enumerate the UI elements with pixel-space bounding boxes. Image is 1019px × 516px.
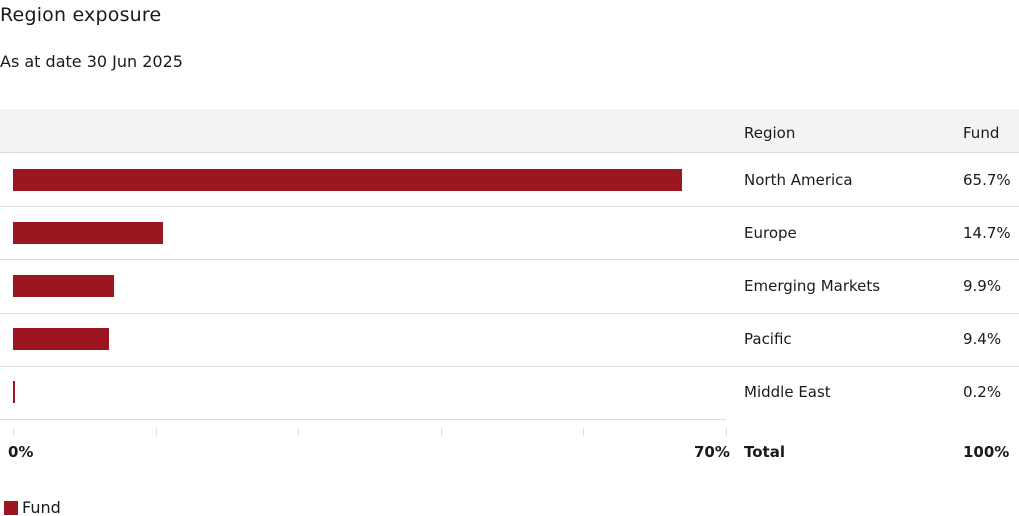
fund-value: 14.7% bbox=[963, 223, 1011, 242]
x-axis-tick bbox=[298, 428, 299, 436]
total-label: Total bbox=[744, 443, 785, 461]
fund-value: 9.4% bbox=[963, 330, 1002, 349]
legend-label-fund: Fund bbox=[22, 498, 61, 516]
fund-column-header[interactable]: Fund bbox=[963, 124, 1000, 142]
row-divider bbox=[0, 366, 1019, 367]
x-axis-tick bbox=[726, 428, 727, 436]
row-divider bbox=[0, 419, 726, 420]
table-header bbox=[0, 109, 1019, 153]
row-divider bbox=[0, 206, 1019, 207]
x-axis-tick bbox=[13, 428, 14, 436]
region-name: North America bbox=[744, 170, 853, 189]
legend-swatch-fund bbox=[4, 500, 18, 515]
bar-europe[interactable] bbox=[13, 221, 163, 244]
fund-value: 0.2% bbox=[963, 383, 1002, 402]
legend[interactable]: Fund bbox=[4, 498, 61, 516]
fund-value: 65.7% bbox=[963, 170, 1011, 189]
chart-title: Region exposure bbox=[0, 4, 162, 26]
x-tick-label-max: 70% bbox=[694, 443, 730, 461]
as-at-date: As at date 30 Jun 2025 bbox=[0, 52, 183, 71]
region-column-header[interactable]: Region bbox=[744, 124, 796, 142]
total-value: 100% bbox=[963, 443, 1010, 461]
region-name: Middle East bbox=[744, 383, 831, 402]
region-name: Pacific bbox=[744, 330, 792, 349]
x-axis-tick bbox=[583, 428, 584, 436]
region-name: Emerging Markets bbox=[744, 277, 881, 295]
fund-value: 9.9% bbox=[963, 277, 1002, 295]
x-axis-tick bbox=[156, 428, 157, 436]
x-axis-tick bbox=[441, 428, 442, 436]
region-name: Europe bbox=[744, 223, 797, 242]
bar-emerging-markets[interactable] bbox=[13, 275, 114, 297]
bar-pacific[interactable] bbox=[13, 328, 109, 351]
row-divider bbox=[0, 259, 1019, 260]
bar-north-america[interactable] bbox=[13, 168, 683, 191]
bar-middle-east[interactable] bbox=[13, 381, 16, 404]
x-tick-label-min: 0% bbox=[8, 443, 34, 461]
row-divider bbox=[0, 313, 1019, 314]
